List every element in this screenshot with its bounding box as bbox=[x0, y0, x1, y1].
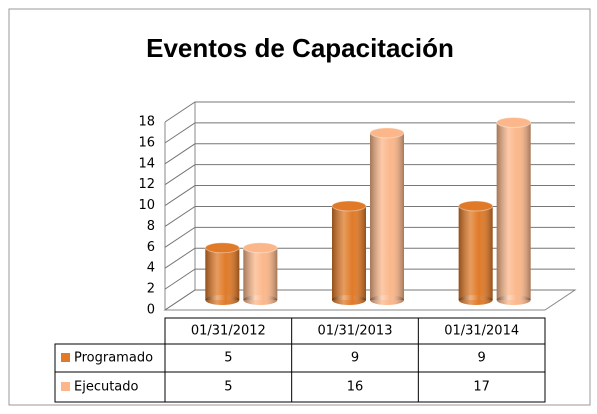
cylinder-bottom-shade bbox=[458, 295, 493, 305]
legend-label: Programado bbox=[74, 351, 153, 366]
y-tick-label: 4 bbox=[147, 261, 155, 276]
cylinder-top bbox=[331, 200, 367, 212]
table-value: 17 bbox=[473, 380, 490, 395]
grid-line bbox=[164, 164, 575, 186]
table-body-border bbox=[54, 343, 546, 403]
y-tick-label: 8 bbox=[147, 219, 155, 234]
cylinder-top bbox=[496, 116, 532, 128]
y-tick-label: 12 bbox=[138, 177, 155, 192]
table-value: 9 bbox=[478, 351, 486, 366]
y-tick-label: 0 bbox=[147, 303, 155, 318]
table-value: 9 bbox=[351, 351, 359, 366]
table-value: 16 bbox=[347, 380, 364, 395]
y-tick-label: 14 bbox=[138, 156, 155, 171]
chart-border bbox=[8, 8, 591, 406]
grid-line bbox=[164, 101, 575, 123]
cylinder-bottom-shade bbox=[243, 295, 278, 305]
cylinder-shade bbox=[332, 206, 366, 300]
cylinder-top bbox=[458, 200, 494, 212]
cylinder-shade bbox=[243, 247, 278, 300]
x-tick-label: 01/31/2012 bbox=[191, 324, 266, 339]
cylinder-shade bbox=[496, 122, 531, 300]
y-tick-label: 6 bbox=[147, 240, 155, 255]
legend-swatch bbox=[61, 353, 70, 362]
grid-line bbox=[164, 143, 575, 165]
legend-label: Ejecutado bbox=[74, 380, 139, 395]
chart-title: Eventos de Capacitación bbox=[146, 33, 454, 63]
cylinder-shade bbox=[370, 132, 404, 300]
y-tick-label: 16 bbox=[138, 135, 155, 150]
grid-line bbox=[164, 122, 575, 144]
cylinder-bottom-shade bbox=[370, 295, 404, 305]
x-tick-label: 01/31/2013 bbox=[318, 324, 393, 339]
grid-line bbox=[164, 268, 575, 290]
cylinder-shade bbox=[458, 206, 493, 300]
cylinder-top bbox=[369, 127, 405, 139]
grid-line bbox=[164, 226, 575, 248]
cylinder-shade bbox=[205, 247, 240, 300]
y-tick-label: 10 bbox=[138, 198, 155, 213]
y-tick-label: 2 bbox=[147, 282, 155, 297]
table-value: 5 bbox=[224, 380, 232, 395]
cylinder-bottom-shade bbox=[205, 295, 240, 305]
legend-swatch bbox=[61, 382, 70, 391]
grid-line bbox=[164, 185, 575, 206]
cylinder-bottom-shade bbox=[496, 295, 531, 305]
grid-line bbox=[164, 205, 575, 227]
grid-line bbox=[164, 289, 575, 311]
y-tick-label: 18 bbox=[138, 115, 155, 130]
table-value: 5 bbox=[224, 351, 232, 366]
x-tick-label: 01/31/2014 bbox=[444, 324, 519, 339]
cylinder-top bbox=[204, 242, 240, 254]
cylinder-bottom-shade bbox=[332, 295, 366, 305]
grid-line bbox=[164, 247, 575, 269]
cylinder-top bbox=[242, 242, 278, 254]
